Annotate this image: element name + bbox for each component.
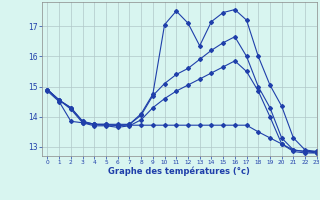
X-axis label: Graphe des températures (°c): Graphe des températures (°c) bbox=[108, 167, 250, 176]
